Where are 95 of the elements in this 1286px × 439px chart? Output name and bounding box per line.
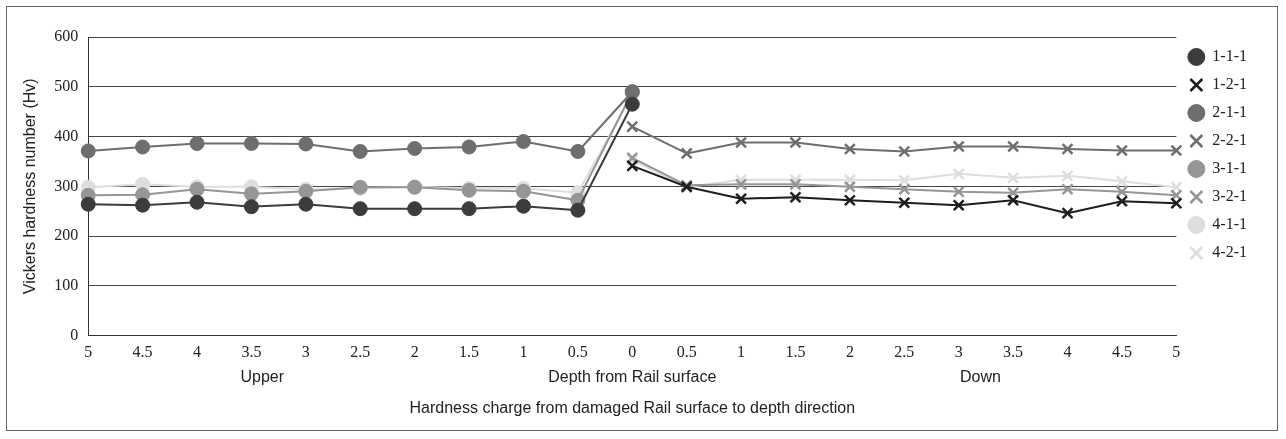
point [734,136,748,149]
x-tick-label: 1 [737,343,746,361]
point [952,199,965,212]
point [624,96,640,112]
point [570,143,586,159]
x-tick-label: 5 [84,343,93,361]
point [734,192,748,205]
point [1061,206,1074,220]
point [135,197,151,213]
point [626,159,639,173]
point [952,167,965,181]
y-tick-label: 300 [54,176,79,194]
point [843,142,857,156]
x-tick-label: 4.5 [1111,343,1132,361]
point [898,196,911,209]
point [515,134,531,150]
text: Down [960,368,1001,386]
y-tick-label: 600 [54,27,79,45]
point [734,178,748,191]
legend-label: 3-1-1 [1212,159,1247,177]
legend-label: 4-1-1 [1212,215,1247,233]
x-tick-label: 3.5 [1003,343,1024,361]
legend-label: 4-2-1 [1212,243,1247,261]
point [243,136,259,151]
point [898,145,911,158]
x-tick-label: 2.5 [350,343,371,361]
x-axis-title: Hardness charge from damaged Rail surface to depth direction [409,398,856,416]
point [80,143,96,159]
point [298,196,314,212]
x-tick-label: 4.5 [132,343,153,361]
y-tick-label: 400 [54,126,79,144]
point [1115,144,1129,157]
point [189,136,205,151]
x-tick-label: 2 [410,343,419,361]
x-tick-label: 0.5 [567,343,588,361]
x-tick-label: 3 [301,343,310,361]
x-tick-label: 1 [519,343,528,361]
point [243,199,259,215]
point [407,140,423,156]
point [1170,197,1183,210]
point [1170,144,1183,157]
point [789,178,802,191]
point [135,139,151,155]
point [80,196,96,212]
point [1006,140,1020,153]
point [1115,175,1129,188]
x-tick-label: 4 [193,343,202,361]
point [1006,194,1020,207]
x-tick-label: 1.5 [459,343,480,361]
point [1115,195,1129,208]
point [461,201,477,217]
point [952,140,965,153]
y-tick-label: 100 [54,276,79,294]
point [680,147,693,160]
x-tick-label: 3.5 [241,343,262,361]
point [1061,183,1074,196]
point [843,194,857,207]
point [843,180,857,193]
legend-label: 1-2-1 [1212,75,1247,93]
y-axis-title: Vickers hardness number (Hv) [21,78,39,295]
point [1061,169,1074,183]
point [515,198,531,214]
legend-label: 2-1-1 [1212,103,1247,121]
point [1006,171,1020,185]
legend-label: 1-1-1 [1212,47,1247,65]
legend-label: 3-2-1 [1212,187,1247,205]
point [898,183,911,196]
point [1061,142,1074,156]
text: Upper [240,368,285,386]
y-tick-label: 0 [70,325,79,343]
point [189,194,205,210]
point [626,120,639,133]
point [352,143,368,159]
point [789,191,802,204]
x-tick-label: 5 [1172,343,1181,361]
x-tick-label: 3 [954,343,963,361]
x-tick-label: 1.5 [785,343,806,361]
y-tick-label: 500 [54,76,79,94]
x-tick-label: 4 [1063,343,1072,361]
point [298,136,314,152]
x-tick-label: 2 [845,343,854,361]
point [243,186,259,202]
point [789,136,802,149]
point [352,201,368,217]
point [461,139,477,155]
text: Depth from Rail surface [548,368,717,386]
point [1115,185,1129,198]
point [952,185,965,198]
point [407,201,423,217]
x-tick-label: 0 [628,343,637,361]
legend-label: 2-2-1 [1212,131,1247,149]
point [570,202,586,218]
x-tick-label: 2.5 [894,343,915,361]
x-tick-label: 0.5 [676,343,697,361]
y-tick-label: 200 [54,226,79,244]
